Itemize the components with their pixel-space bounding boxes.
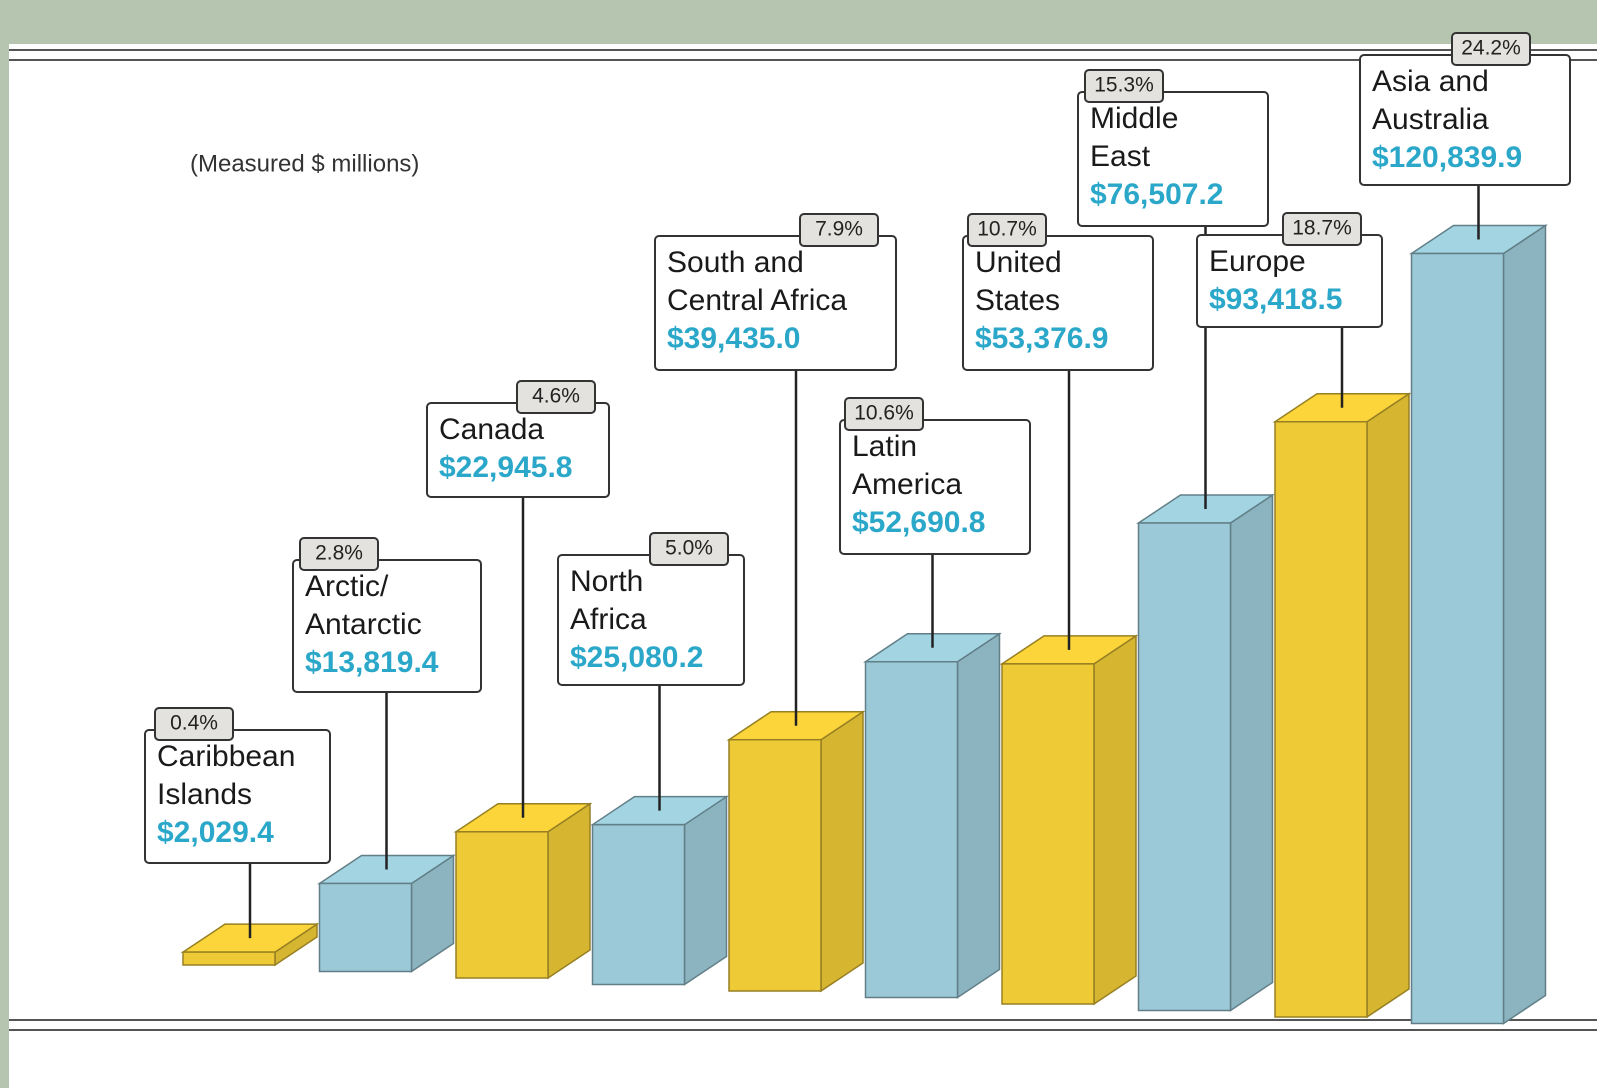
callout-box xyxy=(292,559,482,693)
percent-tag xyxy=(1451,32,1531,66)
bar xyxy=(999,634,1139,1006)
category-label: Europe xyxy=(1209,245,1306,278)
callout-box xyxy=(654,235,897,371)
percent-label: 15.3% xyxy=(1094,74,1154,97)
value-label: $25,080.2 xyxy=(570,641,703,674)
bar-front xyxy=(728,738,822,992)
category-label: North xyxy=(570,565,643,598)
bar-side xyxy=(1366,392,1410,1019)
bar-front xyxy=(318,882,413,973)
percent-label: 10.7% xyxy=(977,218,1037,241)
category-label: Canada xyxy=(439,413,544,446)
bar-side xyxy=(1502,224,1547,1025)
value-label: $22,945.8 xyxy=(439,451,572,484)
percent-tag xyxy=(1282,212,1362,246)
percent-label: 2.8% xyxy=(315,542,363,565)
bar-side xyxy=(956,632,1001,999)
value-label: $52,690.8 xyxy=(852,506,985,539)
callout-box xyxy=(839,419,1031,555)
bar-front xyxy=(1410,252,1505,1025)
bar xyxy=(1136,493,1275,1012)
value-label: $39,435.0 xyxy=(667,322,800,355)
category-label: Islands xyxy=(157,778,252,811)
percent-label: 0.4% xyxy=(170,712,218,735)
category-label: South and xyxy=(667,246,804,279)
category-label: Caribbean xyxy=(157,740,295,773)
bar xyxy=(317,854,456,973)
category-label: Arctic/ xyxy=(305,570,389,603)
bar-front xyxy=(591,823,686,986)
percent-tag xyxy=(1084,69,1164,103)
bar xyxy=(726,710,866,993)
category-label: Antarctic xyxy=(305,608,422,641)
percent-label: 24.2% xyxy=(1461,37,1521,60)
percent-label: 7.9% xyxy=(815,218,863,241)
bar xyxy=(1409,224,1548,1025)
category-label: Latin xyxy=(852,430,917,463)
value-label: $76,507.2 xyxy=(1090,178,1223,211)
category-label: Australia xyxy=(1372,103,1489,136)
percent-label: 4.6% xyxy=(532,385,580,408)
frame-top xyxy=(0,0,1597,44)
bar-front xyxy=(455,831,549,979)
bar-front xyxy=(1137,522,1232,1012)
callout-box xyxy=(144,729,331,864)
percent-label: 18.7% xyxy=(1292,217,1352,240)
percent-tag xyxy=(799,213,879,247)
value-label: $120,839.9 xyxy=(1372,141,1522,174)
subtitle: (Measured $ millions) xyxy=(190,150,419,177)
bar xyxy=(453,802,593,980)
percent-tag xyxy=(154,707,234,741)
category-label: States xyxy=(975,284,1060,317)
callout-box xyxy=(1077,91,1269,227)
category-label: United xyxy=(975,246,1062,279)
bar-front xyxy=(1001,663,1095,1005)
callout-box xyxy=(962,235,1154,371)
value-label: $13,819.4 xyxy=(305,646,439,679)
bar-side xyxy=(547,802,591,980)
bar-front xyxy=(864,661,959,999)
category-label: America xyxy=(852,468,962,501)
category-label: Middle xyxy=(1090,102,1178,135)
percent-label: 10.6% xyxy=(854,402,914,425)
percent-label: 5.0% xyxy=(665,537,713,560)
bar-side xyxy=(820,710,864,993)
category-label: Asia and xyxy=(1372,65,1489,98)
percent-tag xyxy=(299,537,379,571)
value-label: $53,376.9 xyxy=(975,322,1108,355)
value-label: $2,029.4 xyxy=(157,816,274,849)
bar xyxy=(590,795,729,986)
bar-front xyxy=(1274,420,1368,1018)
percent-tag xyxy=(967,213,1047,247)
category-label: Central Africa xyxy=(667,284,847,317)
bar-side xyxy=(683,795,728,986)
bar xyxy=(863,632,1002,999)
bar-side xyxy=(1093,634,1137,1006)
percent-tag xyxy=(844,397,924,431)
percent-tag xyxy=(649,532,729,566)
category-label: Africa xyxy=(570,603,647,636)
bar-front xyxy=(182,951,276,966)
value-label: $93,418.5 xyxy=(1209,283,1342,316)
frame-left xyxy=(0,0,9,1088)
percent-tag xyxy=(516,380,596,414)
bar xyxy=(1272,392,1412,1019)
bar-side xyxy=(1229,493,1274,1012)
category-label: East xyxy=(1090,140,1151,173)
